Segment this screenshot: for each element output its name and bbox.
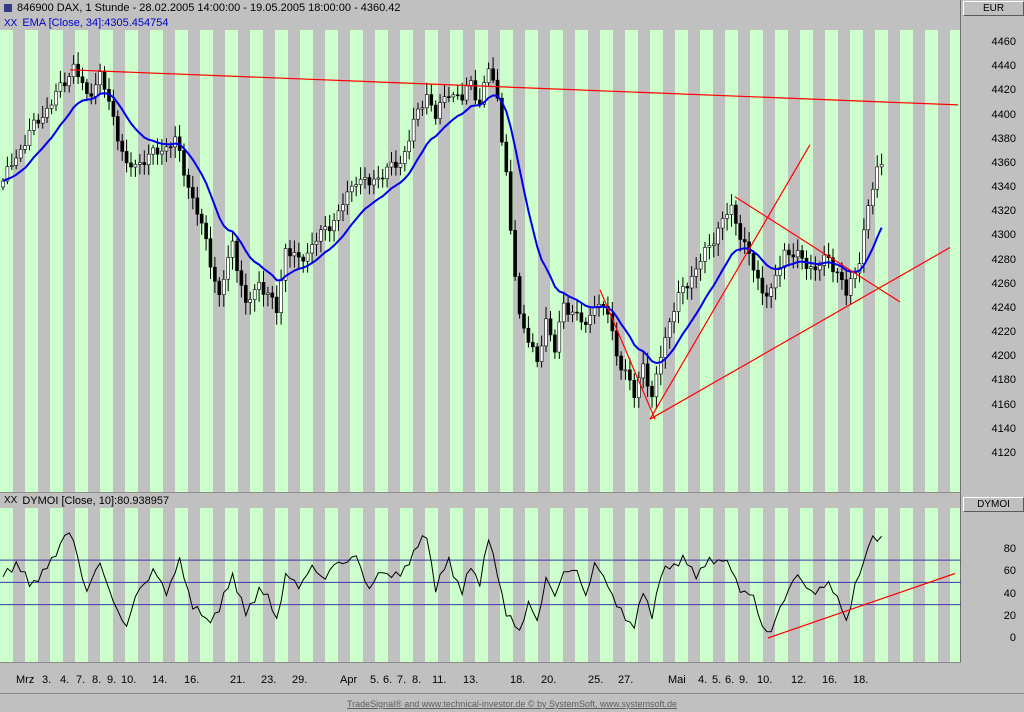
time-axis-tick-label: 27.: [618, 674, 634, 686]
time-axis-tick-label: 14.: [152, 674, 168, 686]
price-axis-tick-label: 4140: [991, 423, 1016, 435]
time-axis-tick-label: 16.: [184, 674, 200, 686]
time-axis-tick-label: 20.: [541, 674, 557, 686]
time-axis-tick-label: 18.: [510, 674, 526, 686]
price-axis-tick-label: 4360: [991, 157, 1016, 169]
time-axis-tick-label: 5.: [370, 674, 380, 686]
time-axis-tick-label: Mrz: [16, 674, 35, 686]
time-axis-tick-label: Apr: [340, 674, 358, 686]
price-axis-header[interactable]: EUR: [963, 1, 1024, 16]
dymoi-indicator-label-row[interactable]: XX DYMOI [Close, 10]:80.938957: [4, 493, 169, 508]
price-axis-tick-label: 4200: [991, 350, 1016, 362]
main-plot-area[interactable]: [0, 30, 961, 492]
time-axis-tick-label: 12.: [791, 674, 807, 686]
time-axis-tick-label: 9.: [107, 674, 117, 686]
time-axis-tick-label: 21.: [230, 674, 246, 686]
price-axis-tick-label: 4240: [991, 302, 1016, 314]
time-axis-tick-label: 16.: [822, 674, 838, 686]
time-axis-tick-label: 10.: [757, 674, 773, 686]
status-bar: TradeSignal® and www.technical-investor.…: [0, 693, 1024, 712]
dymoi-indicator-icon: XX: [4, 495, 18, 506]
time-axis[interactable]: Mrz 3. 4. 7. 8. 9. 10. 14. 16. 21. 23. 29. Apr 5. 6. 7.…: [0, 662, 1024, 693]
price-axis-tick-label: 4460: [991, 36, 1016, 48]
price-axis-tick-label: 4260: [991, 278, 1016, 290]
dymoi-indicator-label: DYMOI [Close, 10]:80.938957: [22, 494, 170, 507]
price-axis-tick-label: 4320: [991, 205, 1016, 217]
price-axis-column[interactable]: [961, 0, 1024, 712]
axis-separator: [960, 0, 961, 693]
time-axis-tick-label: 7.: [76, 674, 86, 686]
time-axis-tick-label: 29.: [292, 674, 308, 686]
chart-title-bar: 846900 DAX, 1 Stunde - 28.02.2005 14:00:…: [0, 0, 965, 16]
price-axis-tick-label: 4180: [991, 374, 1016, 386]
time-axis-tick-label: 3.: [42, 674, 52, 686]
price-axis-tick-label: 4220: [991, 326, 1016, 338]
time-axis-tick-label: 23.: [261, 674, 277, 686]
time-axis-tick-label: 13.: [463, 674, 479, 686]
time-axis-tick-label: 10.: [121, 674, 137, 686]
time-axis-tick-label: 18.: [853, 674, 869, 686]
time-axis-tick-label: 25.: [588, 674, 604, 686]
time-axis-tick-label: 5.: [712, 674, 722, 686]
time-axis-tick-label: 7.: [397, 674, 407, 686]
price-axis-tick-label: 4280: [991, 254, 1016, 266]
time-axis-tick-label: 6.: [725, 674, 735, 686]
oscillator-axis-header[interactable]: DYMOI: [963, 497, 1024, 512]
time-axis-tick-label: 6.: [383, 674, 393, 686]
price-axis-tick-label: 4160: [991, 399, 1016, 411]
time-axis-tick-label: 11.: [432, 674, 447, 686]
ema-indicator-label-row[interactable]: XX EMA [Close, 34]:4305.454754: [4, 16, 169, 30]
time-axis-tick-label: 8.: [412, 674, 422, 686]
price-axis-tick-label: 4300: [991, 229, 1016, 241]
oscillator-axis-tick-label: 0: [1009, 632, 1016, 644]
time-axis-tick-label: 8.: [92, 674, 102, 686]
instrument-icon: [4, 4, 12, 12]
time-axis-tick-label: 9.: [739, 674, 749, 686]
oscillator-axis-tick-label: 60: [1003, 565, 1016, 577]
ema-indicator-label: EMA [Close, 34]:4305.454754: [22, 17, 169, 29]
price-axis-tick-label: 4120: [991, 447, 1016, 459]
oscillator-axis-tick-label: 80: [1003, 543, 1016, 555]
oscillator-axis-tick-label: 40: [1003, 588, 1016, 600]
oscillator-axis-tick-label: 20: [1003, 610, 1016, 622]
price-axis-tick-label: 4420: [991, 84, 1016, 96]
ema-indicator-icon: XX: [4, 17, 18, 29]
oscillator-plot-area[interactable]: [0, 508, 961, 662]
price-axis-tick-label: 4340: [991, 181, 1016, 193]
price-axis-tick-label: 4400: [991, 109, 1016, 121]
time-axis-tick-label: 4.: [60, 674, 70, 686]
chart-title: 846900 DAX, 1 Stunde - 28.02.2005 14:00:…: [17, 2, 401, 14]
price-axis-tick-label: 4440: [991, 60, 1016, 72]
status-bar-text: TradeSignal® and www.technical-investor.…: [346, 699, 678, 709]
time-axis-tick-label: Mai: [668, 674, 686, 686]
time-axis-tick-label: 4.: [698, 674, 708, 686]
price-axis-tick-label: 4380: [991, 133, 1016, 145]
